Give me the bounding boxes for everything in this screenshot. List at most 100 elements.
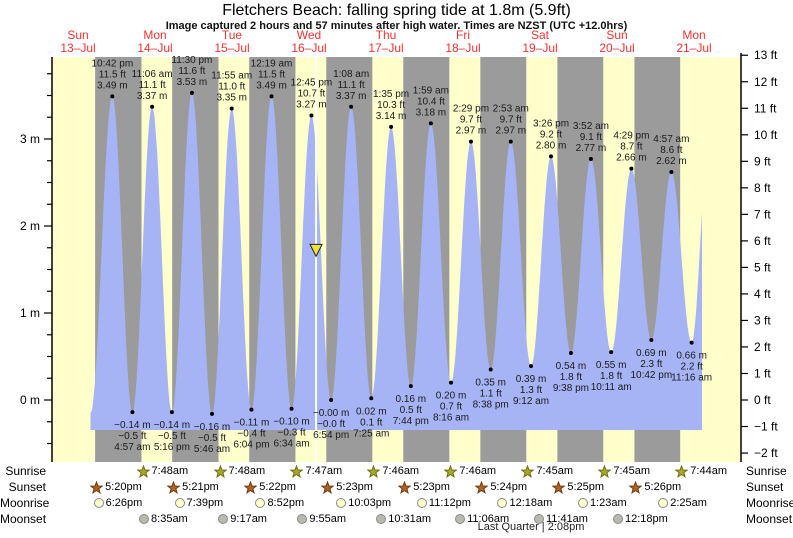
- moonset-time: 11:41am: [545, 513, 588, 525]
- feet-axis-label: 13 ft: [754, 48, 778, 62]
- high-tide-label: 1:08 am: [333, 69, 369, 80]
- tide-extreme-dot: [309, 113, 314, 118]
- sunrise-time: 7:48am: [228, 465, 266, 477]
- low-tide-label: −0.5 ft: [118, 431, 146, 442]
- feet-axis-label: 12 ft: [754, 75, 778, 89]
- tide-extreme-dot: [369, 396, 374, 401]
- tide-extreme-dot: [210, 411, 215, 416]
- moonrise-time: 1:23am: [589, 497, 627, 509]
- high-tide-label: 2:53 am: [493, 104, 529, 115]
- low-tide-label: −0.14 m: [114, 420, 150, 431]
- low-tide-label: 10:11 am: [591, 382, 632, 393]
- tide-extreme-dot: [568, 351, 573, 356]
- moonset-time: 12:18pm: [624, 513, 668, 525]
- moonset-moon-icon: [455, 514, 466, 524]
- low-tide-label: −0.4 ft: [237, 429, 265, 440]
- low-tide-label: 0.55 m: [596, 360, 627, 371]
- feet-axis-label: −2 ft: [754, 446, 778, 460]
- tide-extreme-dot: [488, 367, 493, 372]
- sunset-time: 5:23pm: [336, 481, 373, 493]
- sunrise-time: 7:46am: [382, 465, 420, 477]
- capture-note: Image captured 2 hours and 57 minutes af…: [165, 20, 628, 32]
- low-tide-label: 1.1 ft: [480, 389, 502, 400]
- tide-extreme-dot: [329, 398, 334, 402]
- feet-axis-label: 1 ft: [754, 366, 771, 380]
- moonset-moon-icon: [533, 514, 544, 524]
- sunset-event: 5:25pm: [552, 480, 604, 494]
- low-tide-label: −0.16 m: [194, 422, 230, 433]
- high-tide-label: 1:59 am: [413, 85, 449, 96]
- high-tide-label: 9.7 ft: [460, 115, 482, 126]
- high-tide-label: 12:45 pm: [291, 78, 333, 89]
- low-tide-label: 5:16 pm: [154, 442, 190, 453]
- meter-axis-label: 2 m: [20, 219, 40, 233]
- low-tide-label: −0.5 ft: [198, 433, 226, 444]
- meter-axis-label: 1 m: [20, 306, 40, 320]
- sunrise-star-icon: [521, 464, 535, 478]
- high-tide-label: 2.77 m: [576, 143, 607, 154]
- feet-axis-label: 8 ft: [754, 181, 771, 195]
- sunset-time: 5:22pm: [259, 481, 296, 493]
- feet-axis-label: 9 ft: [754, 154, 771, 168]
- sunrise-time: 7:45am: [536, 465, 574, 477]
- moonrise-time: 7:39pm: [186, 497, 224, 509]
- tide-extreme-dot: [588, 157, 593, 162]
- moonset-event: 9:55am: [297, 512, 346, 526]
- now-line: [315, 57, 318, 462]
- moonset-event: 11:06am: [455, 512, 509, 526]
- moonrise-moon-icon: [577, 498, 588, 508]
- tide-extreme-dot: [229, 106, 234, 111]
- high-tide-label: 10.7 ft: [298, 89, 326, 100]
- high-tide-label: 2.66 m: [616, 153, 647, 164]
- feet-axis-label: 10 ft: [754, 128, 778, 142]
- moonrise-event: 1:23am: [577, 496, 627, 510]
- sunset-star-icon: [90, 480, 104, 494]
- moonset-event: 8:35am: [139, 512, 188, 526]
- moonset-time: 9:55am: [309, 513, 347, 525]
- tide-extreme-dot: [529, 364, 534, 369]
- moonrise-event: 6:26pm: [93, 496, 142, 510]
- feet-axis-label: 3 ft: [754, 313, 771, 327]
- sunset-event: 5:26pm: [629, 480, 681, 494]
- high-tide-label: 9.1 ft: [580, 132, 602, 143]
- feet-axis-label: 11 ft: [754, 101, 777, 115]
- low-tide-label: −0.14 m: [154, 420, 190, 431]
- moonset-moon-icon: [139, 514, 150, 524]
- low-tide-label: 0.1 ft: [360, 417, 382, 428]
- moonset-time: 10:31am: [388, 513, 432, 525]
- low-tide-label: 6:54 pm: [313, 430, 349, 441]
- sunrise-event: 7:48am: [213, 464, 266, 478]
- sunset-time: 5:23pm: [413, 481, 450, 493]
- high-tide-label: 11:06 am: [132, 69, 173, 80]
- sunset-star-icon: [552, 480, 566, 494]
- high-tide-label: 3.14 m: [376, 111, 407, 122]
- sunset-row-label: Sunset: [8, 480, 46, 494]
- tide-extreme-dot: [468, 139, 473, 144]
- moonrise-moon-icon: [255, 498, 266, 508]
- sunset-event: 5:24pm: [475, 480, 527, 494]
- high-tide-label: 4:57 am: [653, 134, 689, 145]
- day-label: Sat 19–Jul: [522, 28, 558, 55]
- high-tide-label: 2.62 m: [656, 156, 687, 167]
- low-tide-label: 7:25 am: [353, 428, 389, 439]
- page-title: Fletchers Beach: falling spring tide at …: [222, 2, 571, 19]
- low-tide-label: 9:12 am: [513, 396, 549, 407]
- sunrise-star-icon: [367, 464, 381, 478]
- low-tide-label: −0.00 m: [313, 408, 349, 419]
- high-tide-label: 10.4 ft: [417, 96, 445, 107]
- day-label: Tue 15–Jul: [214, 28, 250, 55]
- sunset-event: 5:23pm: [398, 480, 450, 494]
- sunset-row-label: Sunset: [746, 480, 784, 494]
- moonrise-moon-icon: [658, 498, 669, 508]
- low-tide-label: 0.69 m: [636, 348, 667, 359]
- sunset-star-icon: [321, 480, 335, 494]
- high-tide-label: 10.3 ft: [377, 100, 405, 111]
- tide-extreme-dot: [169, 410, 174, 415]
- low-tide-label: 8:16 am: [433, 413, 469, 424]
- day-label: Wed 16–Jul: [291, 28, 327, 55]
- day-label: Mon 21–Jul: [676, 28, 712, 55]
- feet-axis-label: −1 ft: [754, 420, 778, 434]
- meter-axis-label: 3 m: [20, 132, 40, 146]
- day-label: Fri 18–Jul: [445, 28, 481, 55]
- sunrise-time: 7:47am: [305, 465, 343, 477]
